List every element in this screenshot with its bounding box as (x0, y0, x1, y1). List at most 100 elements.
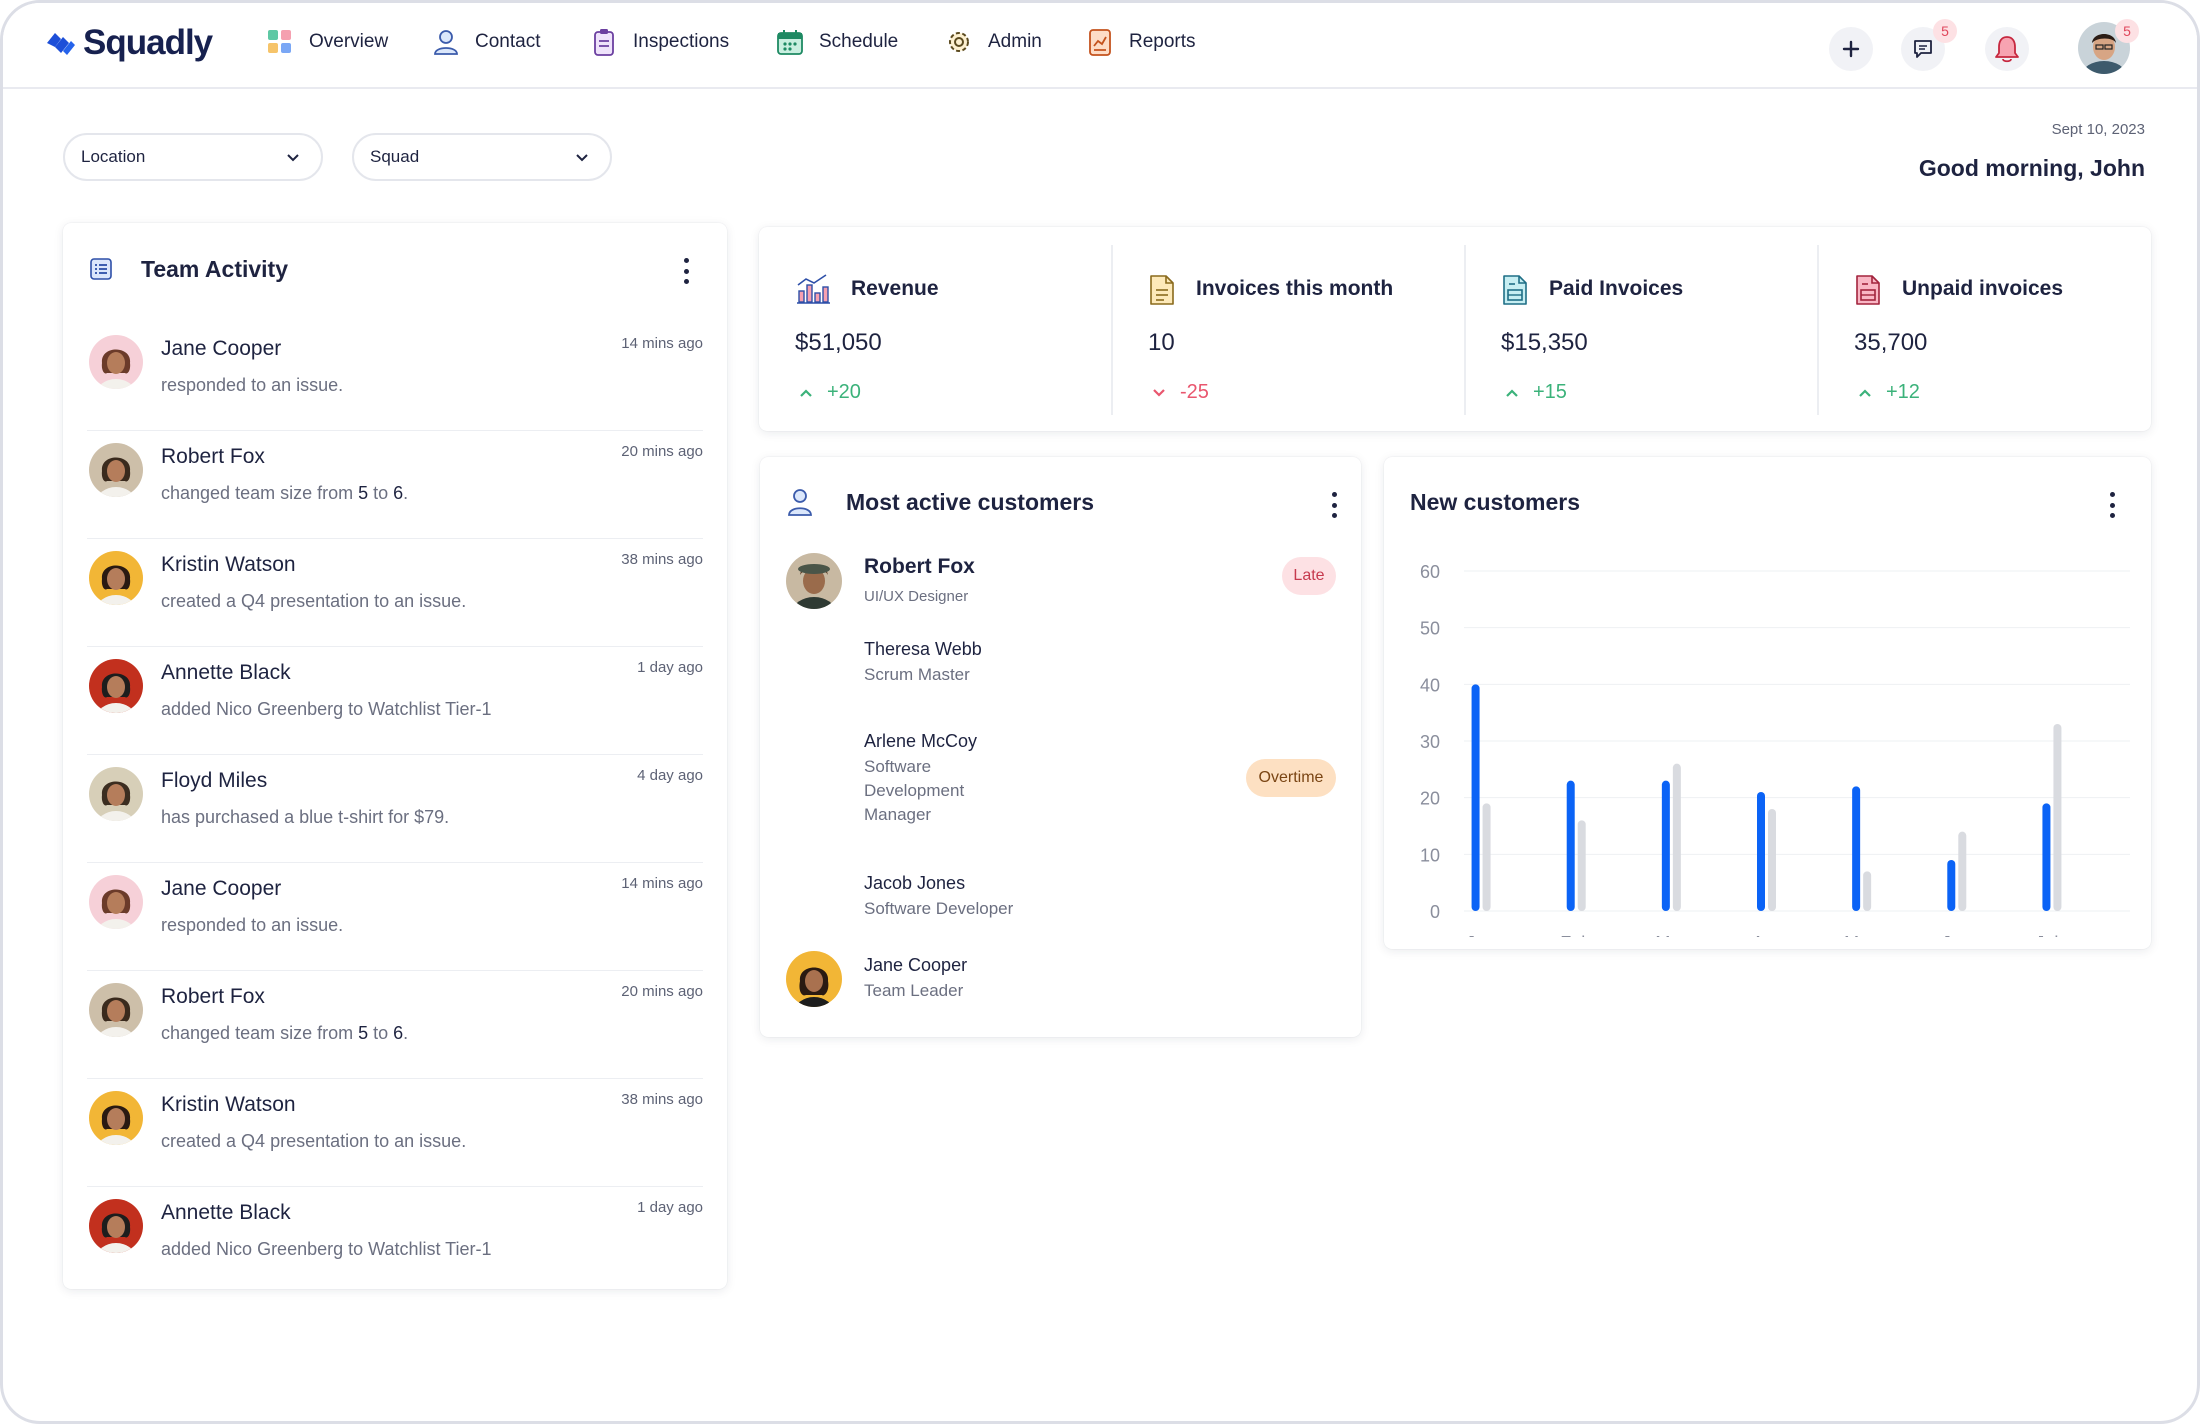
activity-item[interactable]: Jane Cooper responded to an issue. 14 mi… (87, 323, 703, 431)
calendar-icon (777, 30, 803, 55)
activity-user-name: Floyd Miles (161, 769, 268, 792)
new-customers-menu-button[interactable] (2107, 492, 2117, 518)
activity-item[interactable]: Annette Black added Nico Greenberg to Wa… (87, 647, 703, 755)
customer-role: Scrum Master (864, 665, 970, 684)
avatar (89, 335, 143, 389)
activity-time: 4 day ago (637, 767, 703, 784)
notifications-button[interactable] (1985, 27, 2029, 71)
messages-button[interactable]: 5 (1901, 19, 1957, 71)
plus-icon (1842, 40, 1860, 58)
activity-description: changed team size from 5 to 6. (161, 483, 409, 503)
arrow-up-icon (1859, 388, 1871, 397)
avatar (786, 553, 842, 609)
avatar-image (89, 1091, 143, 1145)
activity-time: 20 mins ago (621, 443, 703, 460)
bar-jun-series-2 (1958, 831, 1967, 911)
bell-icon (1995, 36, 2019, 63)
avatar-image (89, 983, 143, 1037)
avatar (89, 659, 143, 713)
avatar-badge: 5 (2115, 19, 2139, 43)
report-icon (1089, 29, 1111, 56)
location-dropdown[interactable]: Location (63, 133, 323, 181)
nav-contact[interactable]: Contact (431, 27, 540, 57)
user-avatar (2078, 22, 2130, 74)
stat-delta: +12 (1858, 381, 1920, 404)
stat-value: $15,350 (1501, 329, 1588, 356)
list-icon (90, 258, 112, 280)
chevron-down-icon (576, 154, 588, 162)
y-tick-label: 50 (1420, 619, 1440, 639)
bar-apr-series-1 (1757, 792, 1765, 911)
activity-description: added Nico Greenberg to Watchlist Tier-1 (161, 699, 492, 719)
activity-time: 1 day ago (637, 1199, 703, 1216)
avatar-image (89, 443, 143, 497)
bar-jan-series-2 (1482, 803, 1491, 911)
avatar-image (89, 875, 143, 929)
activity-user-name: Kristin Watson (161, 1093, 296, 1116)
activity-item[interactable]: Kristin Watson created a Q4 presentation… (87, 539, 703, 647)
x-tick-label: Feb (1560, 933, 1591, 937)
activity-item[interactable]: Jane Cooper responded to an issue. 14 mi… (87, 863, 703, 971)
x-tick-label: Mar (1655, 933, 1686, 937)
add-button[interactable] (1829, 27, 1873, 71)
nav-overview-label: Overview (309, 31, 389, 52)
activity-user-name: Annette Black (161, 1201, 291, 1224)
stats-card: Revenue $51,050 +20 Invoices this month … (759, 227, 2151, 431)
user-avatar-button[interactable]: 5 (2077, 19, 2139, 75)
customer-name: Robert Fox (864, 555, 975, 578)
new-customers-chart: 0 10 20 30 40 50 60 Jan Feb Mar Apr May Jun July (1420, 562, 2130, 937)
nav-inspections[interactable]: Inspections (589, 27, 729, 57)
chevron-down-icon (287, 154, 299, 162)
bar-apr-series-2 (1768, 809, 1776, 911)
avatar (786, 951, 842, 1007)
x-tick-label: July (2035, 933, 2067, 937)
customer-role-line: Manager (864, 805, 932, 824)
avatar-image (89, 659, 143, 713)
activity-item[interactable]: Robert Fox changed team size from 5 to 6… (87, 971, 703, 1079)
stat-delta: +20 (799, 381, 861, 404)
activity-item[interactable]: Kristin Watson created a Q4 presentation… (87, 1079, 703, 1187)
activity-user-name: Robert Fox (161, 445, 265, 468)
x-tick-label: May (1844, 933, 1878, 937)
gear-icon (949, 32, 969, 52)
nav-schedule[interactable]: Schedule (775, 27, 898, 57)
customer-role: UI/UX Designer (864, 588, 969, 605)
bar-may-series-2 (1863, 871, 1872, 911)
squad-dropdown[interactable]: Squad (352, 133, 612, 181)
team-activity-menu-button[interactable] (681, 258, 691, 284)
nav-reports[interactable]: Reports (1085, 27, 1196, 57)
avatar (89, 875, 143, 929)
bar-july-series-2 (2053, 724, 2062, 911)
stat-label: Paid Invoices (1549, 277, 1684, 300)
avatar-image (89, 335, 143, 389)
nav-admin[interactable]: Admin (944, 27, 1042, 57)
arrow-up-icon (1506, 388, 1518, 397)
logo[interactable]: Squadly (45, 23, 213, 63)
nav-reports-label: Reports (1129, 31, 1196, 52)
customers-menu-button[interactable] (1329, 492, 1339, 518)
activity-user-name: Annette Black (161, 661, 291, 684)
activity-time: 20 mins ago (621, 983, 703, 1000)
activity-item[interactable]: Floyd Miles has purchased a blue t-shirt… (87, 755, 703, 863)
avatar (89, 983, 143, 1037)
activity-item[interactable]: Annette Black added Nico Greenberg to Wa… (87, 1187, 703, 1295)
activity-item[interactable]: Robert Fox changed team size from 5 to 6… (87, 431, 703, 539)
stat-label: Invoices this month (1196, 277, 1394, 300)
new-customers-title: New customers (1410, 489, 1581, 515)
bar-mar-series-2 (1672, 763, 1681, 911)
stat-value: $51,050 (795, 329, 882, 356)
stat-paid-invoices: Paid Invoices $15,350 +15 (1465, 243, 1817, 413)
y-tick-label: 40 (1420, 675, 1440, 695)
nav-overview[interactable]: Overview (265, 27, 388, 57)
status-badge-overtime: Overtime (1246, 759, 1336, 797)
bar-feb-series-2 (1577, 820, 1586, 911)
new-customers-card: New customers 0 10 20 30 40 50 60 Jan Feb Mar Apr M… (1384, 457, 2151, 949)
squad-dropdown-value: Squad (370, 147, 420, 166)
activity-time: 14 mins ago (621, 875, 703, 892)
activity-time: 1 day ago (637, 659, 703, 676)
nav-contact-label: Contact (475, 31, 541, 52)
avatar-image (89, 551, 143, 605)
arrow-up-icon (800, 388, 812, 397)
user-icon (788, 489, 812, 516)
